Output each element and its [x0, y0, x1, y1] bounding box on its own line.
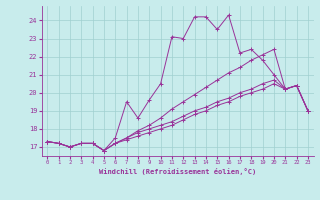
X-axis label: Windchill (Refroidissement éolien,°C): Windchill (Refroidissement éolien,°C)	[99, 168, 256, 175]
